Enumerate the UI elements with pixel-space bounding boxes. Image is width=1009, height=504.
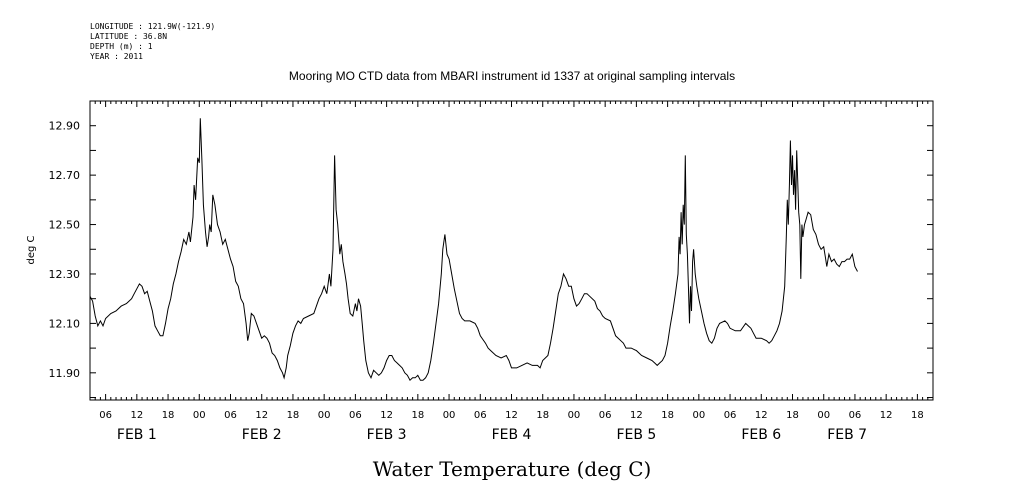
x-tick-label: 06 [724,410,737,421]
x-tick-label: 06 [599,410,612,421]
x-tick-label: 12 [630,410,643,421]
x-tick-label: 12 [755,410,768,421]
metadata-year: YEAR : 2011 [90,52,143,61]
temperature-line [89,118,858,382]
x-tick-label: 06 [849,410,862,421]
x-tick-labels: 06 12 18 00 06 12 18 00 06 12 18 00 06 12 18 00 06 12 18 00… [99,410,924,421]
x-tick-label: 18 [536,410,549,421]
x-tick-label: 12 [380,410,393,421]
x-tick-label: 00 [568,410,581,421]
x-tick-label: 00 [692,410,705,421]
chart-title: Mooring MO CTD data from MBARI instrumen… [289,69,735,83]
x-tick-label: 06 [99,410,112,421]
metadata-block: LONGITUDE : 121.9W(-121.9) LATITUDE : 36… [90,22,215,62]
x-tick-label: 00 [193,410,206,421]
x-tick-label: 18 [661,410,674,421]
day-label: FEB 1 [117,427,157,443]
x-tick-label: 18 [911,410,924,421]
x-tick-label: 18 [287,410,300,421]
x-tick-label: 18 [411,410,424,421]
x-tick-label: 00 [443,410,456,421]
x-tick-label: 06 [349,410,362,421]
metadata-longitude: LONGITUDE : 121.9W(-121.9) [90,22,216,31]
y-tick-label: 12.10 [49,317,81,330]
plot-frame [89,100,934,401]
y-axis-label: deg C [26,235,37,264]
x-tick-label: 12 [505,410,518,421]
x-tick-label: 12 [130,410,143,421]
day-label: FEB 7 [827,427,867,443]
day-label: FEB 2 [242,427,282,443]
x-tick-label: 06 [224,410,237,421]
x-tick-label: 18 [162,410,175,421]
x-tick-label: 00 [817,410,830,421]
day-label: FEB 5 [616,427,656,443]
day-label: FEB 6 [741,427,781,443]
metadata-latitude: LATITUDE : 36.8N [90,32,168,41]
day-label: FEB 4 [492,427,532,443]
x-tick-label: 00 [318,410,331,421]
y-tick-label: 12.70 [49,169,81,182]
day-labels: FEB 1 FEB 2 FEB 3 FEB 4 FEB 5 FEB 6 FEB 7 [117,427,867,443]
y-tick-label: 12.50 [49,219,81,232]
y-tick-labels: 11.90 12.10 12.30 12.50 12.70 12.90 [49,120,81,380]
x-tick-label: 18 [786,410,799,421]
day-label: FEB 3 [367,427,407,443]
x-tick-label: 12 [880,410,893,421]
y-tick-label: 12.90 [49,120,81,133]
x-axis-label: Water Temperature (deg C) [373,457,652,481]
x-tick-label: 12 [255,410,268,421]
y-tick-label: 11.90 [49,367,81,380]
metadata-depth: DEPTH (m) : 1 [90,42,153,51]
axis-ticks [89,100,934,400]
x-tick-label: 06 [474,410,487,421]
y-tick-label: 12.30 [49,268,81,281]
